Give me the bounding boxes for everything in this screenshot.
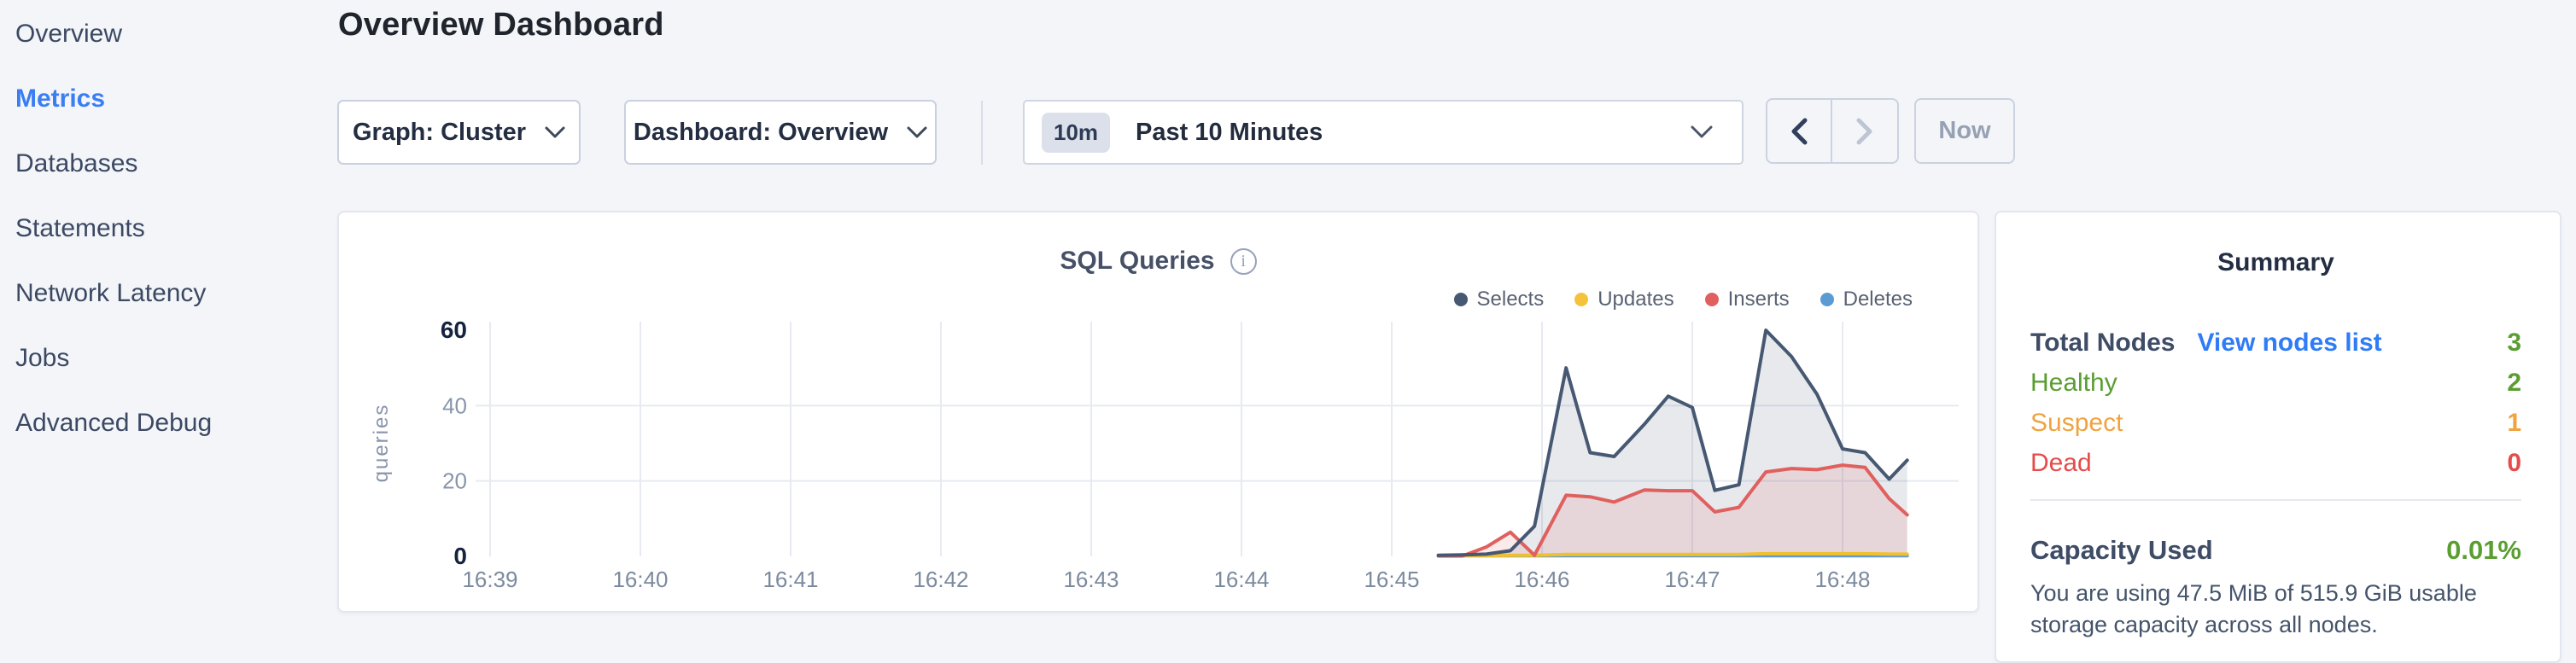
dead-value: 0 (2507, 449, 2521, 477)
time-step-buttons (1766, 98, 1899, 164)
svg-text:16:40: 16:40 (612, 567, 668, 592)
sidebar-item-metrics[interactable]: Metrics (15, 84, 106, 113)
svg-text:16:39: 16:39 (462, 567, 517, 592)
chevron-right-icon (1856, 118, 1872, 144)
sidebar-item-jobs[interactable]: Jobs (15, 344, 70, 372)
suspect-nodes-row: Suspect 1 (2030, 409, 2521, 437)
sidebar-item-network-latency[interactable]: Network Latency (15, 279, 207, 307)
time-window-badge: 10m (1042, 112, 1111, 153)
svg-text:16:47: 16:47 (1664, 567, 1720, 592)
svg-text:16:48: 16:48 (1814, 567, 1870, 592)
svg-text:16:44: 16:44 (1213, 567, 1269, 592)
summary-title: Summary (2217, 248, 2334, 276)
sidebar-item-advanced-debug[interactable]: Advanced Debug (15, 409, 213, 437)
legend-item-deletes[interactable]: Deletes (1820, 288, 1913, 311)
capacity-used-value: 0.01% (2446, 535, 2521, 565)
sql-queries-plot[interactable]: 16:39 16:40 16:41 16:42 16:43 16:44 16:45 16:46… (339, 212, 1977, 611)
dead-label: Dead (2030, 449, 2092, 477)
summary-divider (2030, 499, 2521, 501)
svg-text:16:41: 16:41 (762, 567, 818, 592)
chart-legend: Selects Updates Inserts Deletes (1453, 288, 1913, 311)
graph-dropdown[interactable]: Graph: Cluster (337, 100, 581, 165)
prev-time-button[interactable] (1767, 100, 1832, 162)
deletes-dot-icon (1820, 293, 1834, 306)
legend-item-selects[interactable]: Selects (1453, 288, 1544, 311)
next-time-button[interactable] (1832, 100, 1897, 162)
total-nodes-row: Total Nodes View nodes list 3 (2030, 329, 2521, 357)
sidebar: Overview Metrics Databases Statements Ne… (0, 0, 326, 623)
dashboard-dropdown-label: Dashboard: Overview (633, 118, 889, 146)
svg-text:20: 20 (442, 468, 467, 494)
total-nodes-label: Total Nodes (2030, 329, 2176, 357)
view-nodes-list-link[interactable]: View nodes list (2197, 329, 2382, 357)
chart-title: SQL Queries (1060, 247, 1215, 275)
chevron-down-icon (545, 126, 565, 137)
updates-dot-icon (1574, 293, 1589, 306)
healthy-nodes-row: Healthy 2 (2030, 369, 2521, 397)
chevron-down-icon (1691, 125, 1713, 138)
dashboard-dropdown[interactable]: Dashboard: Overview (624, 100, 937, 165)
svg-text:40: 40 (442, 393, 467, 418)
chevron-down-icon (907, 126, 927, 137)
total-nodes-value: 3 (2507, 329, 2521, 357)
now-button[interactable]: Now (1914, 98, 2015, 164)
healthy-value: 2 (2507, 369, 2521, 397)
graph-dropdown-label: Graph: Cluster (352, 118, 527, 146)
legend-item-updates[interactable]: Updates (1574, 288, 1674, 311)
svg-text:0: 0 (453, 543, 467, 569)
toolbar-divider (981, 101, 983, 165)
healthy-label: Healthy (2030, 369, 2117, 397)
sql-queries-chart-card: SQL Queries i Selects Updates Inserts De… (337, 211, 1979, 613)
svg-text:16:43: 16:43 (1063, 567, 1119, 592)
summary-panel: Summary Total Nodes View nodes list 3 He… (1995, 211, 2561, 663)
selects-dot-icon (1453, 293, 1468, 306)
capacity-used-label: Capacity Used (2030, 535, 2213, 565)
svg-text:16:46: 16:46 (1514, 567, 1569, 592)
page-title: Overview Dashboard (338, 7, 664, 43)
chevron-left-icon (1791, 118, 1808, 144)
svg-text:60: 60 (441, 317, 467, 343)
capacity-used-row: Capacity Used 0.01% (2030, 535, 2521, 566)
suspect-value: 1 (2507, 409, 2521, 437)
svg-text:queries: queries (370, 404, 393, 483)
svg-text:16:45: 16:45 (1364, 567, 1419, 592)
sidebar-item-statements[interactable]: Statements (15, 214, 145, 242)
dead-nodes-row: Dead 0 (2030, 449, 2521, 477)
suspect-label: Suspect (2030, 409, 2123, 437)
inserts-dot-icon (1704, 293, 1719, 306)
time-window-label: Past 10 Minutes (1136, 118, 1323, 146)
sidebar-item-databases[interactable]: Databases (15, 149, 138, 177)
svg-text:16:42: 16:42 (913, 567, 968, 592)
info-icon[interactable]: i (1230, 247, 1257, 275)
time-window-selector[interactable]: 10m Past 10 Minutes (1023, 100, 1744, 165)
sidebar-item-overview[interactable]: Overview (15, 20, 123, 48)
legend-item-inserts[interactable]: Inserts (1704, 288, 1790, 311)
capacity-description: You are using 47.5 MiB of 515.9 GiB usab… (2030, 580, 2477, 637)
